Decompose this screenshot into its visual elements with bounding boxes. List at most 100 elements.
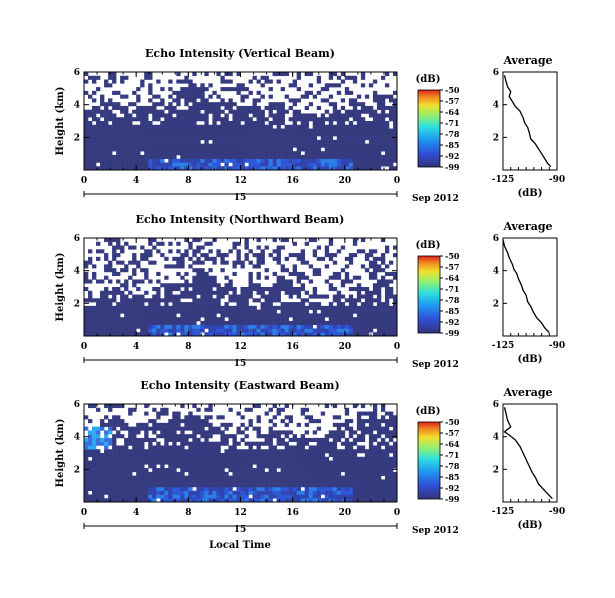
heatmap-cell bbox=[252, 166, 257, 171]
heatmap-cell bbox=[236, 260, 241, 265]
heatmap-cell bbox=[256, 486, 261, 491]
heatmap-cell bbox=[236, 87, 241, 92]
heatmap-cell bbox=[228, 294, 233, 299]
heatmap-cell bbox=[196, 245, 201, 250]
heatmap-cell bbox=[212, 124, 217, 129]
heatmap-cell bbox=[204, 151, 209, 156]
heatmap-cell bbox=[336, 90, 342, 95]
heatmap-cell bbox=[380, 105, 386, 110]
heatmap-cell bbox=[140, 494, 145, 499]
heatmap-cell bbox=[220, 128, 225, 133]
heatmap-cell bbox=[288, 279, 293, 284]
heatmap-cell bbox=[180, 441, 185, 446]
heatmap-cell bbox=[220, 490, 225, 495]
heatmap-cell bbox=[232, 158, 237, 163]
heatmap-cell bbox=[212, 309, 217, 314]
heatmap-cell bbox=[348, 468, 354, 473]
heatmap-cell bbox=[300, 320, 306, 325]
heatmap-cell bbox=[272, 102, 277, 107]
heatmap-cell bbox=[116, 132, 121, 137]
heatmap-cell bbox=[392, 151, 398, 156]
heatmap-cell bbox=[392, 158, 398, 163]
heatmap-cell bbox=[152, 328, 157, 333]
heatmap-cell bbox=[304, 151, 310, 156]
heatmap-cell bbox=[124, 422, 129, 427]
heatmap-cell bbox=[104, 313, 109, 318]
heatmap-cell bbox=[316, 460, 322, 465]
heatmap-cell bbox=[268, 313, 273, 318]
heatmap-cell bbox=[204, 494, 209, 499]
heatmap-cell bbox=[116, 121, 121, 126]
heatmap-cell bbox=[316, 441, 322, 446]
heatmap-cell bbox=[356, 117, 362, 122]
heatmap-cell bbox=[236, 113, 241, 118]
heatmap-cell bbox=[104, 328, 109, 333]
heatmap-cell bbox=[96, 441, 101, 446]
heatmap-cell bbox=[368, 143, 374, 148]
heatmap-cell bbox=[260, 305, 265, 310]
heatmap-cell bbox=[104, 290, 109, 295]
heatmap-cell bbox=[364, 486, 370, 491]
heatmap-cell bbox=[392, 430, 398, 435]
heatmap-cell bbox=[272, 121, 277, 126]
heatmap-cell bbox=[324, 313, 330, 318]
colorbar-ticks: -50-57-64-71-78-85-92-99 bbox=[440, 85, 460, 172]
heatmap-cell bbox=[280, 324, 285, 329]
heatmap-cell bbox=[264, 313, 269, 318]
heatmap-cell bbox=[168, 328, 173, 333]
heatmap-cell bbox=[296, 475, 301, 480]
heatmap-cell bbox=[360, 128, 366, 133]
heatmap-cell bbox=[268, 437, 273, 442]
heatmap-cell bbox=[268, 298, 273, 303]
heatmap-cell bbox=[236, 241, 241, 246]
heatmap-cell bbox=[200, 279, 205, 284]
heatmap-cell bbox=[332, 260, 338, 265]
heatmap-cell bbox=[292, 305, 297, 310]
heatmap-cell bbox=[200, 305, 205, 310]
heatmap-cell bbox=[276, 441, 281, 446]
heatmap-cell bbox=[120, 302, 125, 307]
heatmap-cell bbox=[196, 441, 201, 446]
heatmap-cell bbox=[300, 256, 306, 261]
heatmap-cell bbox=[272, 486, 277, 491]
heatmap-cell bbox=[340, 279, 346, 284]
heatmap-cell bbox=[180, 124, 185, 129]
heatmap-cell bbox=[176, 460, 181, 465]
heatmap-cell bbox=[208, 151, 213, 156]
heatmap-cell bbox=[188, 241, 193, 246]
heatmap-cell bbox=[336, 113, 342, 118]
heatmap-cell bbox=[272, 317, 277, 322]
heatmap-cell bbox=[160, 128, 165, 133]
heatmap-cell bbox=[296, 72, 301, 77]
heatmap-cell bbox=[356, 143, 362, 148]
heatmap-cell bbox=[140, 317, 145, 322]
heatmap-cell bbox=[288, 283, 293, 288]
heatmap-cell bbox=[96, 256, 101, 261]
heatmap-cell bbox=[228, 158, 233, 163]
heatmap-cell bbox=[208, 407, 213, 412]
heatmap-cell bbox=[304, 498, 310, 503]
heatmap-cell bbox=[328, 128, 334, 133]
heatmap-cell bbox=[100, 486, 105, 491]
heatmap-cell bbox=[308, 158, 314, 163]
heatmap-cell bbox=[276, 290, 281, 295]
heatmap-cell bbox=[392, 441, 398, 446]
heatmap-cell bbox=[328, 72, 334, 77]
heatmap-cell bbox=[88, 143, 93, 148]
heatmap-cell bbox=[228, 166, 233, 171]
heatmap-cell bbox=[220, 464, 225, 469]
heatmap-cell bbox=[92, 109, 97, 114]
heatmap-cell bbox=[360, 305, 366, 310]
heatmap-cell bbox=[220, 415, 225, 420]
heatmap-cell bbox=[232, 468, 237, 473]
heatmap-cell bbox=[344, 90, 350, 95]
heatmap-cell bbox=[140, 279, 145, 284]
heatmap-cell bbox=[244, 154, 249, 159]
heatmap-cell bbox=[152, 426, 157, 431]
heatmap-cell bbox=[88, 317, 93, 322]
heatmap-cell bbox=[188, 422, 193, 427]
heatmap-cell bbox=[196, 419, 201, 424]
heatmap-cell bbox=[96, 279, 101, 284]
heatmap-cell bbox=[116, 90, 121, 95]
heatmap-cell bbox=[392, 475, 398, 480]
